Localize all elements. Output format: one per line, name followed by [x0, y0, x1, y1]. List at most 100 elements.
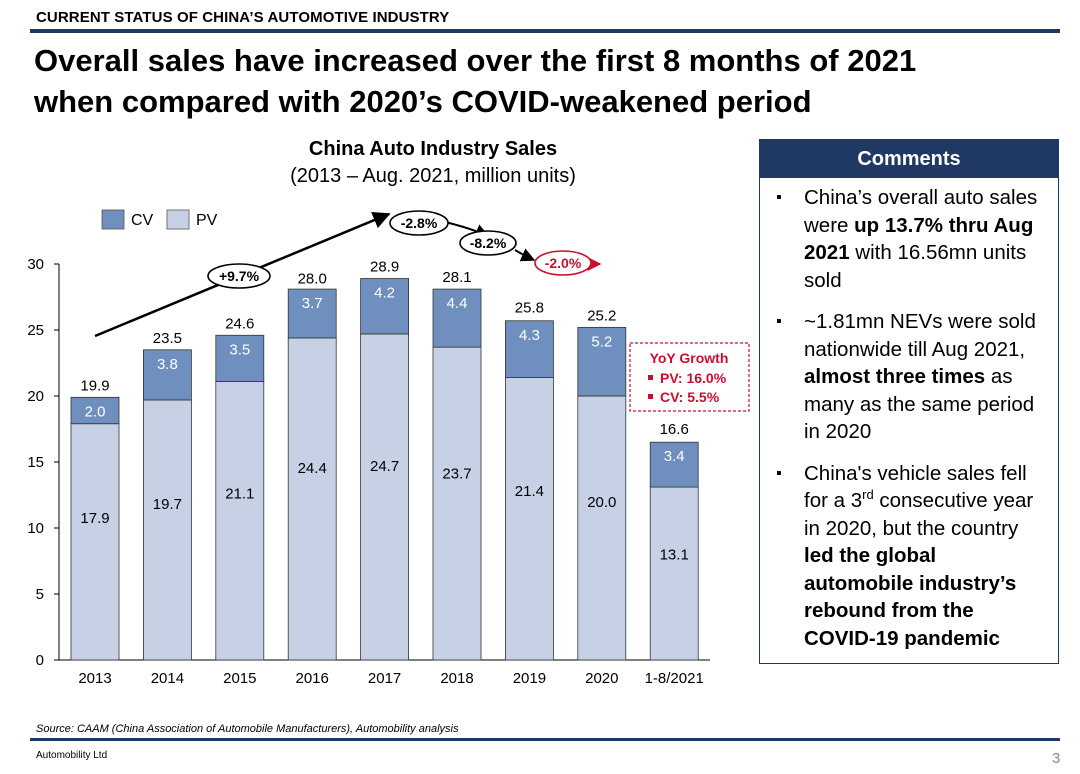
bar-pv	[142, 399, 192, 661]
data-label-cv: 3.8	[157, 356, 178, 373]
yoy-item: PV: 16.0%	[660, 370, 727, 386]
bar-cv	[432, 288, 482, 348]
x-tick-label: 2016	[296, 670, 329, 687]
growth-label: -2.0%	[545, 255, 582, 271]
headline-line-1: Overall sales have increased over the fi…	[34, 43, 917, 78]
headline-line-2: when compared with 2020’s COVID-weakened…	[34, 84, 812, 119]
growth-badge	[534, 250, 592, 276]
comment-item: ~1.81mn NEVs were sold nationwide till A…	[770, 308, 1050, 446]
page-headline: Overall sales have increased over the fi…	[34, 40, 1054, 122]
bar-pv	[504, 377, 554, 661]
bar-pv	[215, 381, 265, 661]
comment-item: China’s overall auto sales were up 13.7%…	[770, 184, 1050, 294]
comments-title: Comments	[760, 140, 1058, 178]
comment-text: China’s overall auto sales were	[804, 186, 1038, 237]
total-label: 28.9	[370, 259, 399, 276]
bar-cv	[577, 326, 627, 397]
data-label-pv: 21.1	[225, 485, 254, 502]
comment-text: ~1.81mn NEVs were sold nationwide till A…	[804, 310, 1036, 361]
comment-text: almost three times	[804, 365, 986, 388]
yoy-item: CV: 5.5%	[660, 389, 720, 405]
bar-cv	[287, 288, 337, 339]
growth-label: +9.7%	[219, 268, 260, 284]
comment-text: China's vehicle sales fell for a 3	[804, 461, 1027, 513]
comments-list: China’s overall auto sales were up 13.7%…	[760, 178, 1058, 652]
legend-swatch-pv	[166, 209, 190, 230]
legend-label-pv: PV	[196, 212, 218, 229]
section-label: CURRENT STATUS OF CHINA’S AUTOMOTIVE IND…	[36, 9, 450, 26]
growth-label: -8.2%	[470, 235, 507, 251]
data-label-pv: 23.7	[442, 466, 471, 483]
legend-swatch-cv	[101, 209, 125, 230]
trend-arrow	[514, 248, 536, 262]
total-label: 25.8	[515, 299, 544, 316]
data-label-cv: 5.2	[591, 333, 612, 350]
y-tick-label: 0	[36, 652, 44, 669]
comment-text: with 16.56mn units sold	[804, 241, 1027, 292]
page-number: 3	[1052, 750, 1061, 767]
bar-pv	[577, 395, 627, 661]
data-label-cv: 3.5	[229, 341, 250, 358]
y-tick-label: 10	[27, 520, 44, 537]
total-label: 19.9	[80, 377, 109, 394]
company-name: Automobility Ltd	[36, 750, 108, 761]
bar-cv	[504, 320, 554, 378]
data-label-pv: 20.0	[587, 494, 616, 511]
growth-badge	[207, 263, 271, 289]
comment-text: led the global automobile industry’s reb…	[804, 544, 1017, 650]
comments-panel: Comments China’s overall auto sales were…	[759, 139, 1059, 664]
data-label-pv: 24.4	[298, 460, 327, 477]
y-tick-label: 25	[27, 322, 44, 339]
bar-cv	[70, 396, 120, 425]
header-rule	[30, 29, 1060, 33]
comment-text: consecutive year in 2020, but the countr…	[804, 489, 1034, 540]
growth-badge	[459, 230, 517, 256]
x-tick-label: 2019	[513, 670, 546, 687]
data-label-cv: 4.4	[447, 295, 468, 312]
data-label-cv: 3.4	[664, 448, 685, 465]
x-tick-label: 2017	[368, 670, 401, 687]
data-label-cv: 4.2	[374, 285, 395, 302]
data-label-cv: 2.0	[85, 403, 106, 420]
comment-text: up 13.7% thru Aug 2021	[804, 213, 1034, 265]
bar-pv	[70, 423, 120, 661]
bar-pv	[287, 337, 337, 661]
total-label: 28.0	[298, 270, 327, 287]
sales-chart: China Auto Industry Sales (2013 – Aug. 20…	[27, 138, 750, 687]
growth-label: -2.8%	[401, 215, 438, 231]
yoy-title: YoY Growth	[650, 350, 729, 366]
total-label: 23.5	[153, 330, 182, 347]
bar-cv	[215, 334, 265, 382]
x-tick-label: 2020	[585, 670, 618, 687]
total-label: 16.6	[660, 421, 689, 438]
data-label-pv: 13.1	[660, 547, 689, 564]
total-label: 25.2	[587, 307, 616, 324]
x-tick-label: 2013	[78, 670, 111, 687]
source-note: Source: CAAM (China Association of Autom…	[36, 723, 459, 735]
chart-subtitle: (2013 – Aug. 2021, million units)	[290, 165, 576, 187]
data-label-pv: 24.7	[370, 458, 399, 475]
comment-item: China's vehicle sales fell for a 3rd con…	[770, 460, 1050, 653]
footer-rule	[30, 738, 1060, 741]
legend-label-cv: CV	[131, 212, 154, 229]
data-label-pv: 21.4	[515, 483, 544, 500]
growth-badge	[389, 210, 449, 236]
chart-title: China Auto Industry Sales	[309, 138, 557, 160]
y-tick-label: 20	[27, 388, 44, 405]
x-tick-label: 2018	[440, 670, 473, 687]
y-tick-label: 5	[36, 586, 44, 603]
bar-cv	[649, 441, 699, 488]
yoy-bullet	[648, 394, 653, 399]
x-tick-label: 2015	[223, 670, 256, 687]
bar-cv	[360, 278, 410, 335]
bar-pv	[360, 333, 410, 661]
bar-pv	[432, 346, 482, 661]
x-tick-label: 1-8/2021	[645, 670, 704, 687]
data-label-cv: 4.3	[519, 327, 540, 344]
y-tick-label: 15	[27, 454, 44, 471]
total-label: 28.1	[442, 269, 471, 286]
bar-cv	[142, 349, 192, 401]
y-tick-label: 30	[27, 256, 44, 273]
comment-text: rd	[862, 487, 874, 503]
comment-text: as many as the same period in 2020	[804, 365, 1035, 443]
